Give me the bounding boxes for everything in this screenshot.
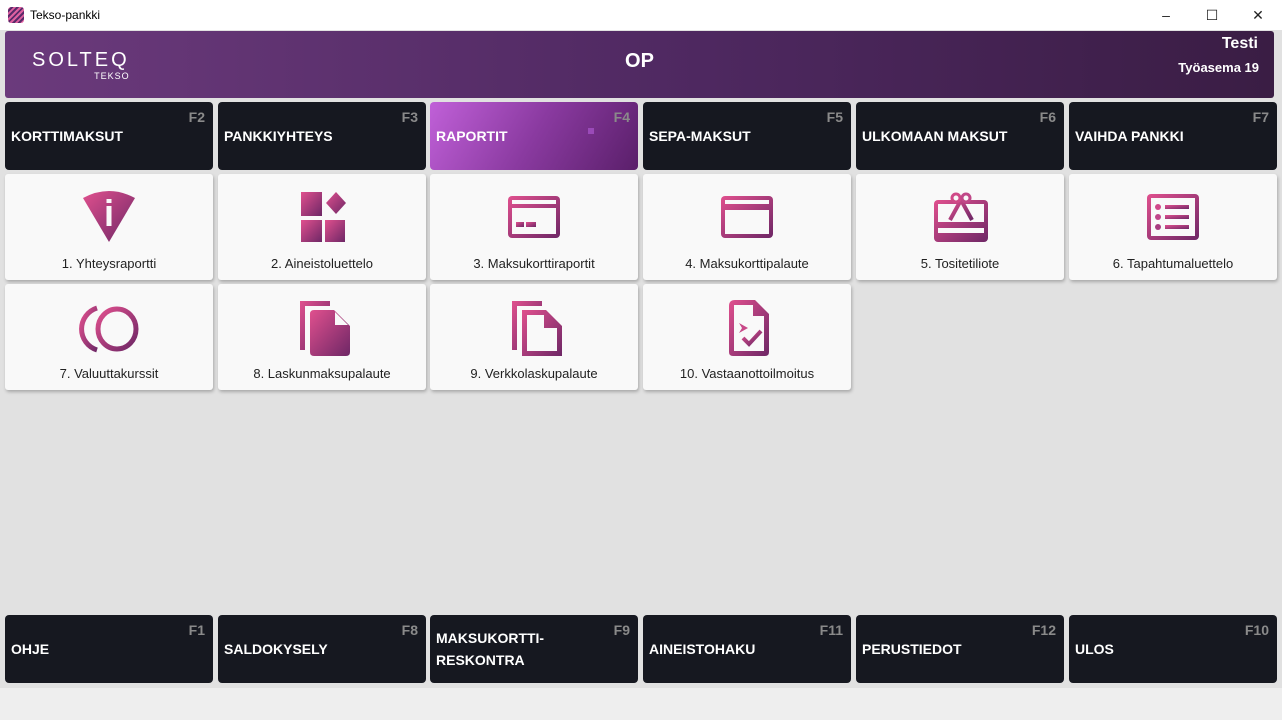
report-tile[interactable]: 5. Tositetiliote <box>856 174 1064 280</box>
top-pankkiyhteys-button[interactable]: F3 PANKKIYHTEYS <box>218 102 426 170</box>
header-bar: SOLTEQ TEKSO OP Testi Työasema 19 <box>5 31 1274 98</box>
top-raportit-button[interactable]: F4 RAPORTIT <box>430 102 638 170</box>
tile-label: 7. Valuuttakurssit <box>59 366 159 381</box>
logo-text: SOLTEQ <box>32 49 130 71</box>
shortcut-key: F6 <box>1039 109 1056 125</box>
tile-label: 1. Yhteysraportti <box>61 256 157 271</box>
tile-label: 9. Verkkolaskupalaute <box>470 366 598 381</box>
solteq-logo: SOLTEQ TEKSO <box>32 49 130 81</box>
title-bar: Tekso-pankki – ☐ ✕ <box>0 0 1282 30</box>
decoration <box>588 128 594 134</box>
button-label: PANKKIYHTEYS <box>224 128 333 144</box>
top-korttimaksut-button[interactable]: F2 KORTTIMAKSUT <box>5 102 213 170</box>
app-icon <box>8 7 24 23</box>
shortcut-key: F11 <box>819 622 843 638</box>
report-tile[interactable]: 9. Verkkolaskupalaute <box>430 284 638 390</box>
maximize-button[interactable]: ☐ <box>1205 6 1219 23</box>
shortcut-key: F4 <box>613 109 630 125</box>
tile-label: 3. Maksukorttiraportit <box>473 256 595 271</box>
minimize-button[interactable]: – <box>1162 7 1170 23</box>
tile-label: 2. Aineistoluettelo <box>271 256 373 271</box>
logo-subtext: TEKSO <box>94 71 130 81</box>
shortcut-key: F3 <box>401 109 418 125</box>
gift-card-icon <box>934 192 988 242</box>
button-label: ULOS <box>1075 641 1114 657</box>
button-label: PERUSTIEDOT <box>862 641 962 657</box>
button-label: SALDOKYSELY <box>224 641 328 657</box>
close-button[interactable]: ✕ <box>1252 6 1264 23</box>
file-check-icon <box>729 300 769 356</box>
payment-card-icon <box>508 196 560 238</box>
window-title: Tekso-pankki <box>30 8 101 22</box>
shortcut-key: F10 <box>1244 622 1269 638</box>
button-label: OHJE <box>11 641 50 657</box>
button-label: RAPORTIT <box>436 128 508 144</box>
tile-label: 10. Vastaanottoilmoitus <box>679 366 815 381</box>
tile-label: 4. Maksukorttipalaute <box>685 256 809 271</box>
report-tile[interactable]: 2. Aineistoluettelo <box>218 174 426 280</box>
tile-label: 6. Tapahtumaluettelo <box>1112 256 1234 271</box>
bottom-maksukortti-reskontra-button[interactable]: F9 MAKSUKORTTI- RESKONTRA <box>430 615 638 683</box>
shortcut-key: F1 <box>188 622 205 638</box>
tile-label: 5. Tositetiliote <box>920 256 1000 271</box>
button-label: MAKSUKORTTI- RESKONTRA <box>436 630 545 668</box>
wifi-info-icon <box>83 191 135 242</box>
workstation: Työasema 19 <box>1178 60 1259 75</box>
copy-file-outline-icon <box>512 301 562 356</box>
currency-icon <box>79 305 139 353</box>
bottom-ulos-button[interactable]: F10 ULOS <box>1069 615 1277 683</box>
button-label: VAIHDA PANKKI <box>1075 128 1184 144</box>
bottom-aineistohaku-button[interactable]: F11 AINEISTOHAKU <box>643 615 851 683</box>
report-tile[interactable]: 3. Maksukorttiraportit <box>430 174 638 280</box>
button-label: ULKOMAAN MAKSUT <box>862 128 1008 144</box>
report-tile[interactable]: 8. Laskunmaksupalaute <box>218 284 426 390</box>
report-tile[interactable]: 6. Tapahtumaluettelo <box>1069 174 1277 280</box>
shortcut-key: F2 <box>188 109 205 125</box>
bottom-saldokysely-button[interactable]: F8 SALDOKYSELY <box>218 615 426 683</box>
copy-file-filled-icon <box>300 301 350 356</box>
button-label: AINEISTOHAKU <box>649 641 756 657</box>
report-tile[interactable]: 1. Yhteysraportti <box>5 174 213 280</box>
button-label: SEPA-MAKSUT <box>649 128 751 144</box>
bottom-ohje-button[interactable]: F1 OHJE <box>5 615 213 683</box>
tile-label: 8. Laskunmaksupalaute <box>253 366 391 381</box>
shortcut-key: F5 <box>826 109 843 125</box>
widgets-icon <box>301 192 346 242</box>
top-vaihda-pankki-button[interactable]: F7 VAIHDA PANKKI <box>1069 102 1277 170</box>
report-tile[interactable]: 4. Maksukorttipalaute <box>643 174 851 280</box>
credit-card-icon <box>721 196 773 238</box>
list-icon <box>1147 194 1199 240</box>
top-sepa-maksut-button[interactable]: F5 SEPA-MAKSUT <box>643 102 851 170</box>
footer-area <box>0 688 1282 720</box>
user-name: Testi <box>1221 35 1258 52</box>
shortcut-key: F7 <box>1252 109 1269 125</box>
shortcut-key: F8 <box>401 622 418 638</box>
report-tile[interactable]: 7. Valuuttakurssit <box>5 284 213 390</box>
report-tile[interactable]: 10. Vastaanottoilmoitus <box>643 284 851 390</box>
button-label: KORTTIMAKSUT <box>11 128 123 144</box>
shortcut-key: F12 <box>1031 622 1056 638</box>
shortcut-key: F9 <box>613 622 630 638</box>
bottom-perustiedot-button[interactable]: F12 PERUSTIEDOT <box>856 615 1064 683</box>
bank-name: OP <box>625 50 654 72</box>
top-ulkomaan-maksut-button[interactable]: F6 ULKOMAAN MAKSUT <box>856 102 1064 170</box>
